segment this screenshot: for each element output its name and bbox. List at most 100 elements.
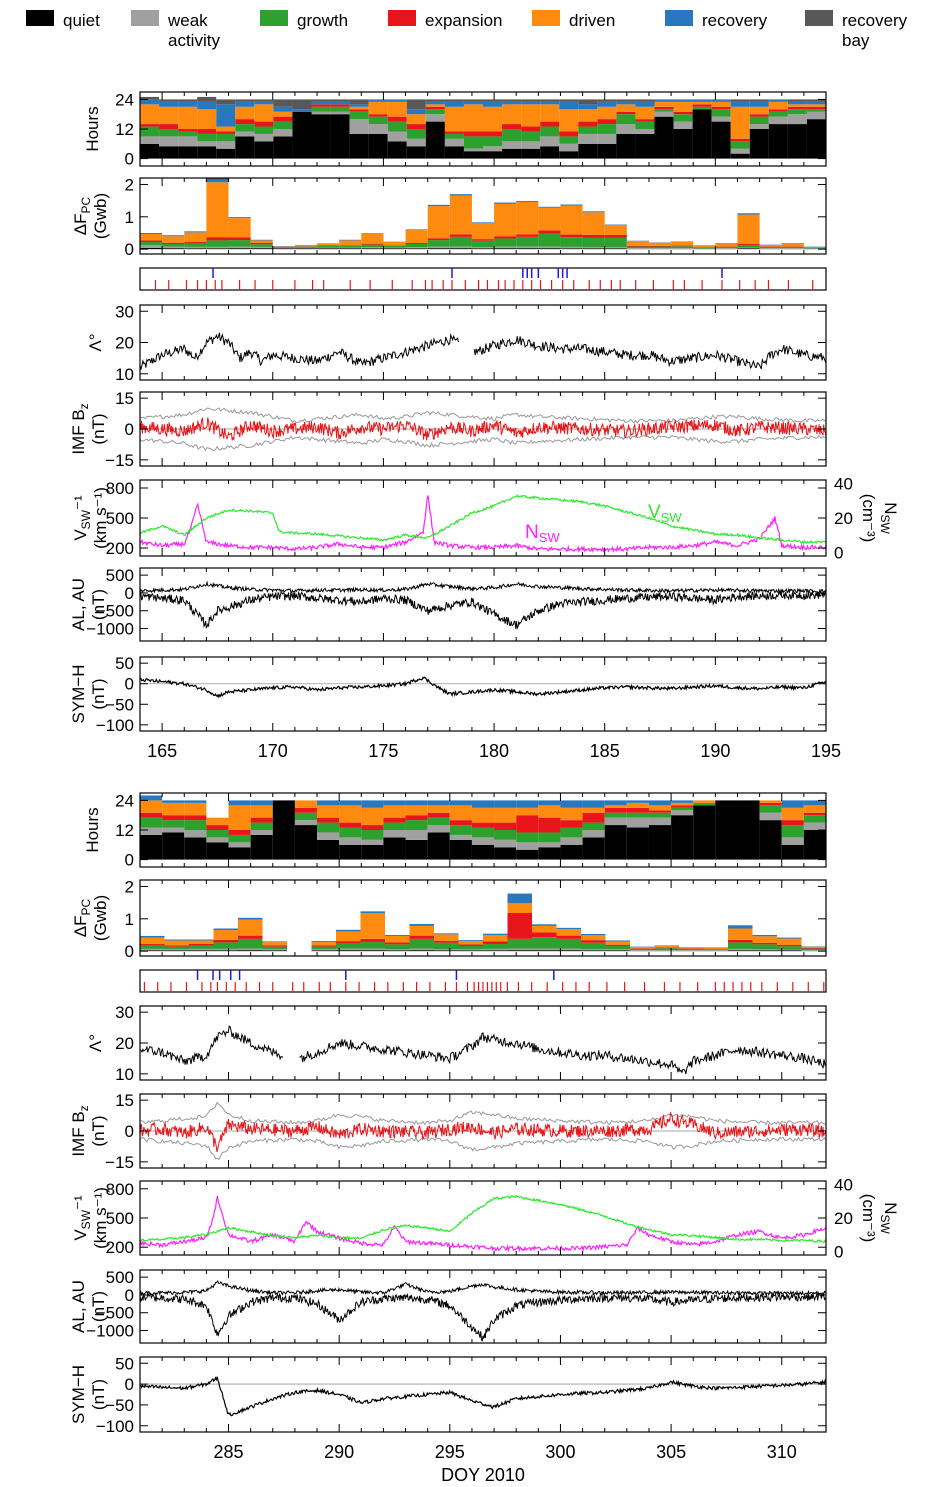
hours-bar-segment — [626, 802, 649, 808]
dfpc-bar-segment — [679, 948, 704, 949]
sym-tick-label: 0 — [125, 675, 134, 694]
lambda-frame — [139, 304, 827, 381]
hours-bar-segment — [471, 827, 495, 838]
sym-frame — [139, 656, 827, 732]
hours-bar-segment — [635, 129, 655, 134]
sym-label: SYM−H (nT) — [69, 664, 108, 723]
dfpc-bar-segment — [385, 944, 410, 950]
hours-bar-segment — [330, 101, 350, 105]
legend-item: recovery — [665, 10, 768, 30]
hours-bar-segment — [444, 106, 464, 132]
hours-bar-segment — [330, 114, 350, 159]
dfpc-bar-segment — [781, 248, 804, 249]
hours-label: Hours — [83, 807, 102, 852]
dfpc-bar-segment — [405, 230, 428, 244]
dfpc-bar-segment — [630, 948, 655, 951]
hours-bar-segment — [311, 106, 331, 112]
hours-bar-segment — [368, 116, 388, 125]
hours-bar-segment — [387, 101, 407, 117]
hours-bar-segment — [626, 812, 649, 818]
hours-bar-segment — [483, 106, 503, 132]
dfpc-bar-segment — [383, 242, 406, 246]
hours-bar-segment — [449, 834, 472, 840]
dfpc-bar-segment — [693, 247, 716, 249]
dfpc-bar-segment — [206, 246, 229, 249]
dfpc-bar-segment — [538, 233, 561, 247]
hours-bar-segment — [162, 832, 185, 860]
dfpc-bar-segment — [385, 949, 410, 951]
hours-bar-segment — [140, 136, 160, 144]
hours-bar-segment — [206, 842, 229, 860]
hours-bar-segment — [673, 99, 693, 102]
hours-bar-segment — [787, 104, 807, 107]
hours-bar-segment — [216, 99, 236, 105]
imf-panel: −15 0 15 IMF Bz(nT) — [69, 389, 827, 470]
lambda-tick-label: 30 — [115, 302, 134, 321]
dfpc-bar-segment — [494, 246, 517, 249]
hours-bar-segment — [178, 129, 198, 132]
hours-bar-segment — [361, 825, 384, 830]
hours-bar-segment — [781, 844, 804, 860]
dfpc-bar-segment — [339, 239, 362, 241]
nsw-tick-label: 20 — [834, 509, 853, 528]
hours-bar-segment — [540, 104, 560, 122]
hours-bar-segment — [635, 121, 655, 129]
dfpc-bar-segment — [728, 950, 753, 952]
hours-bar-segment — [749, 114, 769, 117]
hours-bar-segment — [494, 839, 517, 848]
hours-bar-segment — [444, 146, 464, 159]
hours-bar-segment — [361, 800, 384, 808]
hours-bar-segment — [162, 802, 185, 816]
dfpc-bar-segment — [213, 928, 238, 931]
lambda-line — [139, 1025, 284, 1065]
hours-bar-segment — [228, 800, 251, 806]
hours-bar-segment — [578, 126, 598, 134]
hours-bar-segment — [538, 842, 561, 848]
dfpc-bar-segment — [703, 949, 728, 951]
hours-bar-segment — [339, 837, 362, 845]
dfpc-bar-segment — [777, 938, 802, 946]
hours-bar-segment — [559, 99, 579, 102]
dfpc-bar-segment — [361, 243, 384, 245]
hours-bar-segment — [749, 106, 769, 115]
dfpc-bar-segment — [560, 246, 583, 249]
hours-bar-segment — [349, 119, 369, 134]
hours-bar-segment — [471, 807, 495, 823]
hours-bar-segment — [749, 99, 769, 102]
dfpc-bar-segment — [560, 237, 583, 247]
dfpc-bar-segment — [759, 246, 782, 249]
dfpc-bar-segment — [262, 949, 287, 951]
vsw-tick-label: 500 — [106, 509, 134, 528]
hours-bar-segment — [349, 99, 369, 105]
x-tick-label: 290 — [324, 1442, 354, 1462]
hours-bar-segment — [559, 131, 579, 137]
dfpc-bar-segment — [803, 246, 826, 248]
hours-bar-segment — [463, 99, 483, 102]
legend-item: growth — [260, 10, 348, 30]
dfpc-bar-segment — [483, 950, 508, 952]
hours-bar-segment — [330, 111, 350, 115]
hours-bar-segment — [427, 825, 450, 833]
hours-bar-segment — [471, 844, 495, 860]
hours-bar-segment — [648, 817, 672, 826]
lambda-label: Λ° — [86, 1034, 105, 1052]
dfpc-bar-segment — [781, 243, 804, 247]
hours-bar-segment — [730, 138, 750, 142]
dfpc-bar-segment — [339, 247, 362, 249]
hours-bar-segment — [626, 807, 649, 813]
hours-bar-segment — [597, 99, 617, 102]
dfpc-bar-segment — [336, 931, 361, 942]
hours-tick-label: 24 — [115, 90, 134, 109]
dfpc-bar-segment — [213, 948, 238, 951]
hours-bar-segment — [140, 99, 160, 105]
hours-bar-segment — [250, 822, 273, 830]
dfpc-bar-segment — [458, 941, 483, 945]
al-line — [139, 590, 827, 630]
hours-bar-segment — [406, 109, 426, 115]
hours-bar-segment — [540, 99, 560, 102]
hours-bar-segment — [737, 800, 760, 860]
hours-bar-segment — [494, 830, 517, 840]
dfpc-bar-segment — [140, 232, 163, 234]
hours-bar-segment — [425, 99, 445, 102]
hours-bar-segment — [184, 820, 207, 830]
